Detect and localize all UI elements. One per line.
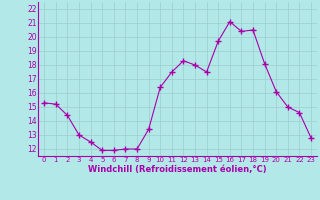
X-axis label: Windchill (Refroidissement éolien,°C): Windchill (Refroidissement éolien,°C)	[88, 165, 267, 174]
